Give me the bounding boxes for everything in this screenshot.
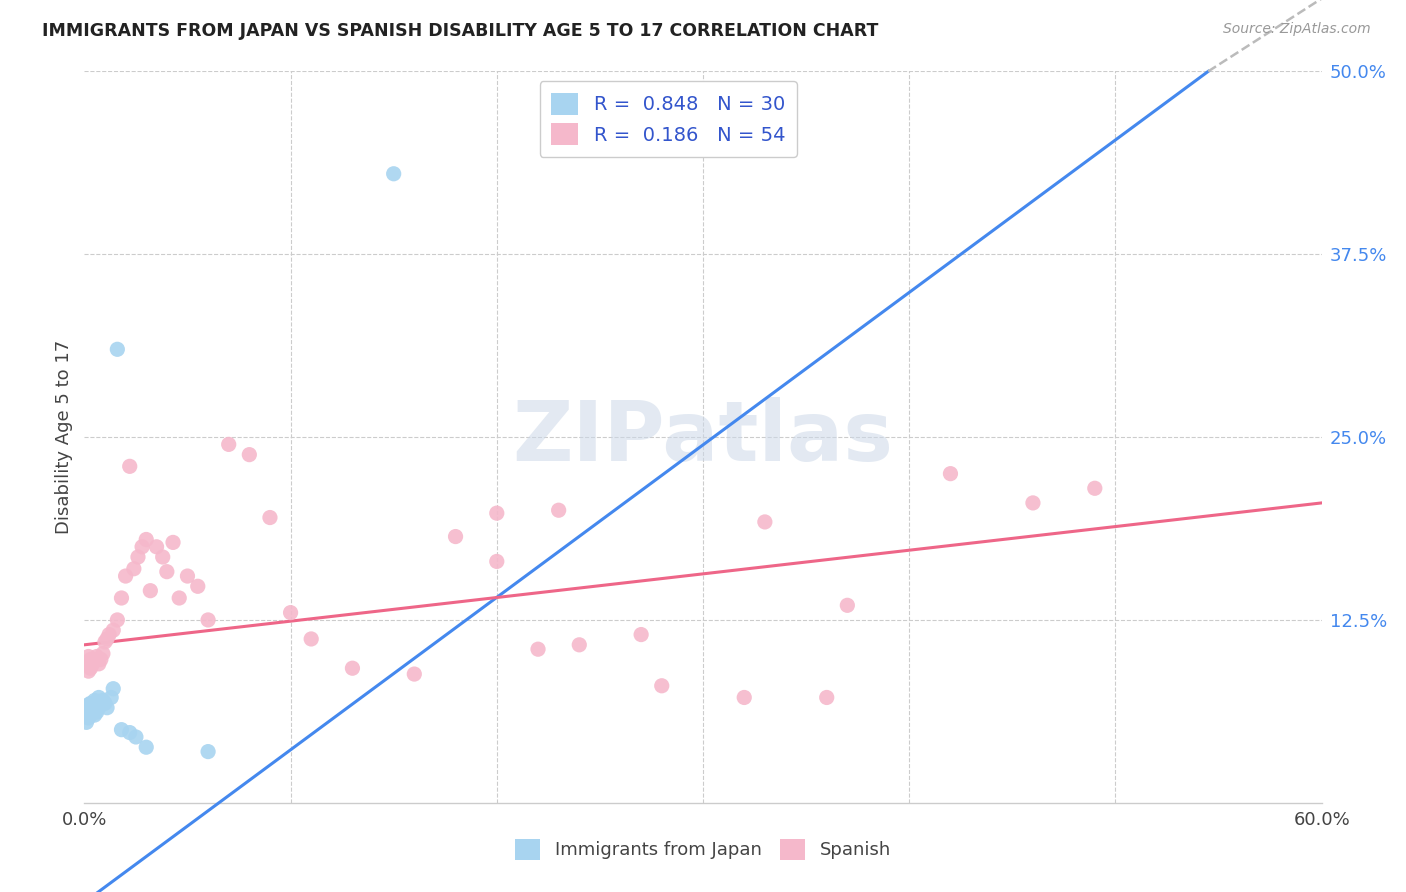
Point (105, 343, 128, 357)
Point (79, 661, 101, 675)
Point (259, 510, 281, 524)
Point (96, 700, 118, 714)
Point (299, 632, 322, 646)
Point (77, 711, 100, 725)
Point (79, 708, 101, 723)
Point (77, 649, 100, 664)
Point (238, 448, 260, 462)
Point (77, 698, 100, 712)
Point (651, 679, 673, 693)
Point (75, 657, 97, 671)
Point (218, 437, 240, 451)
Point (87, 690, 110, 705)
Point (87, 657, 110, 671)
Point (837, 599, 859, 613)
Point (197, 745, 219, 759)
Point (83, 693, 105, 707)
Point (86, 696, 108, 710)
Point (135, 533, 157, 547)
Point (176, 569, 198, 583)
Point (83, 700, 105, 714)
Point (152, 549, 174, 564)
Point (156, 565, 179, 579)
Point (96, 632, 118, 646)
Point (118, 459, 141, 474)
Point (94, 696, 117, 710)
Point (83, 652, 105, 666)
Point (77, 664, 100, 678)
Point (105, 613, 128, 627)
Point (342, 661, 364, 675)
Point (733, 690, 755, 705)
Point (82, 696, 104, 710)
Point (122, 562, 145, 576)
Point (127, 549, 149, 564)
Text: IMMIGRANTS FROM JAPAN VS SPANISH DISABILITY AGE 5 TO 17 CORRELATION CHART: IMMIGRANTS FROM JAPAN VS SPANISH DISABIL… (42, 22, 879, 40)
Point (90, 696, 112, 710)
Point (79, 696, 101, 710)
Point (527, 642, 550, 657)
Point (125, 730, 148, 744)
Point (100, 690, 122, 705)
Point (145, 540, 167, 554)
Point (82, 657, 104, 671)
Text: ZIPatlas: ZIPatlas (513, 397, 893, 477)
Point (82, 705, 104, 719)
Point (91, 693, 114, 707)
Point (75, 708, 97, 723)
Point (103, 623, 125, 637)
Point (939, 467, 962, 481)
Point (110, 723, 132, 737)
Point (444, 530, 467, 544)
Y-axis label: Disability Age 5 to 17: Disability Age 5 to 17 (55, 340, 73, 534)
Point (485, 506, 508, 520)
Point (630, 627, 652, 641)
Point (77, 705, 100, 719)
Point (135, 740, 157, 755)
Point (94, 635, 117, 649)
Point (131, 540, 153, 554)
Point (1022, 496, 1045, 510)
Point (86, 705, 108, 719)
Point (404, 667, 426, 681)
Legend: Immigrants from Japan, Spanish: Immigrants from Japan, Spanish (508, 831, 898, 867)
Point (139, 583, 162, 598)
Point (75, 715, 97, 730)
Point (86, 649, 108, 664)
Point (118, 725, 141, 739)
Point (1084, 481, 1107, 495)
Point (79, 652, 101, 666)
Point (568, 638, 591, 652)
Text: Source: ZipAtlas.com: Source: ZipAtlas.com (1223, 22, 1371, 37)
Point (547, 503, 569, 517)
Point (162, 535, 184, 549)
Point (110, 591, 132, 605)
Point (197, 613, 219, 627)
Point (754, 515, 776, 529)
Point (98, 627, 121, 641)
Point (280, 606, 302, 620)
Point (187, 579, 209, 593)
Point (815, 690, 838, 705)
Point (103, 681, 125, 696)
Point (167, 591, 190, 605)
Point (87, 700, 110, 714)
Point (91, 647, 114, 661)
Point (90, 652, 112, 666)
Point (114, 569, 136, 583)
Point (75, 700, 97, 714)
Point (485, 554, 508, 568)
Point (382, 167, 405, 181)
Point (83, 708, 105, 723)
